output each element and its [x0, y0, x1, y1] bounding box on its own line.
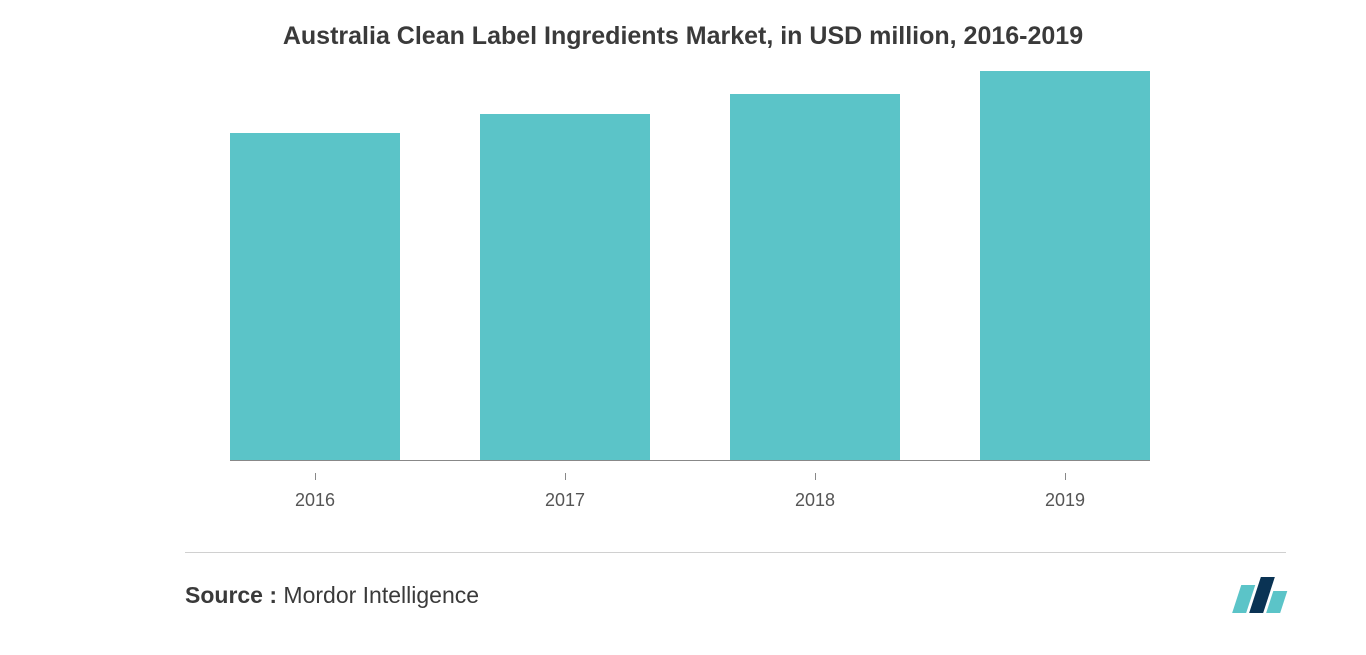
bar-2018: [730, 94, 900, 461]
x-label: 2019: [1045, 490, 1085, 511]
x-label: 2016: [295, 490, 335, 511]
x-tick: [815, 473, 816, 480]
x-label: 2017: [545, 490, 585, 511]
x-label: 2018: [795, 490, 835, 511]
bar-2019: [980, 71, 1150, 461]
mordor-logo: [1238, 577, 1286, 613]
bar-2016: [230, 133, 400, 461]
bars-container: [230, 71, 1150, 461]
source-label: Source :: [185, 582, 277, 608]
source-value: Mordor Intelligence: [283, 582, 479, 608]
logo-bar: [1266, 591, 1287, 613]
x-tick: [1065, 473, 1066, 480]
bar-group: [980, 71, 1150, 461]
bar-group: [480, 114, 650, 461]
source-attribution: Source : Mordor Intelligence: [185, 582, 479, 609]
bar-group: [730, 94, 900, 461]
chart-footer: Source : Mordor Intelligence: [185, 577, 1286, 613]
logo-icon: [1232, 577, 1292, 613]
x-label-group: 2016: [230, 473, 400, 511]
x-label-group: 2017: [480, 473, 650, 511]
x-axis: [230, 460, 1150, 461]
footer-divider: [185, 552, 1286, 553]
bar-2017: [480, 114, 650, 461]
bar-group: [230, 133, 400, 461]
x-label-group: 2018: [730, 473, 900, 511]
chart-plot-area: 2016 2017 2018 2019: [230, 71, 1150, 511]
chart-title: Australia Clean Label Ingredients Market…: [0, 0, 1366, 61]
x-tick: [315, 473, 316, 480]
x-label-group: 2019: [980, 473, 1150, 511]
x-axis-labels: 2016 2017 2018 2019: [230, 473, 1150, 511]
x-tick: [565, 473, 566, 480]
